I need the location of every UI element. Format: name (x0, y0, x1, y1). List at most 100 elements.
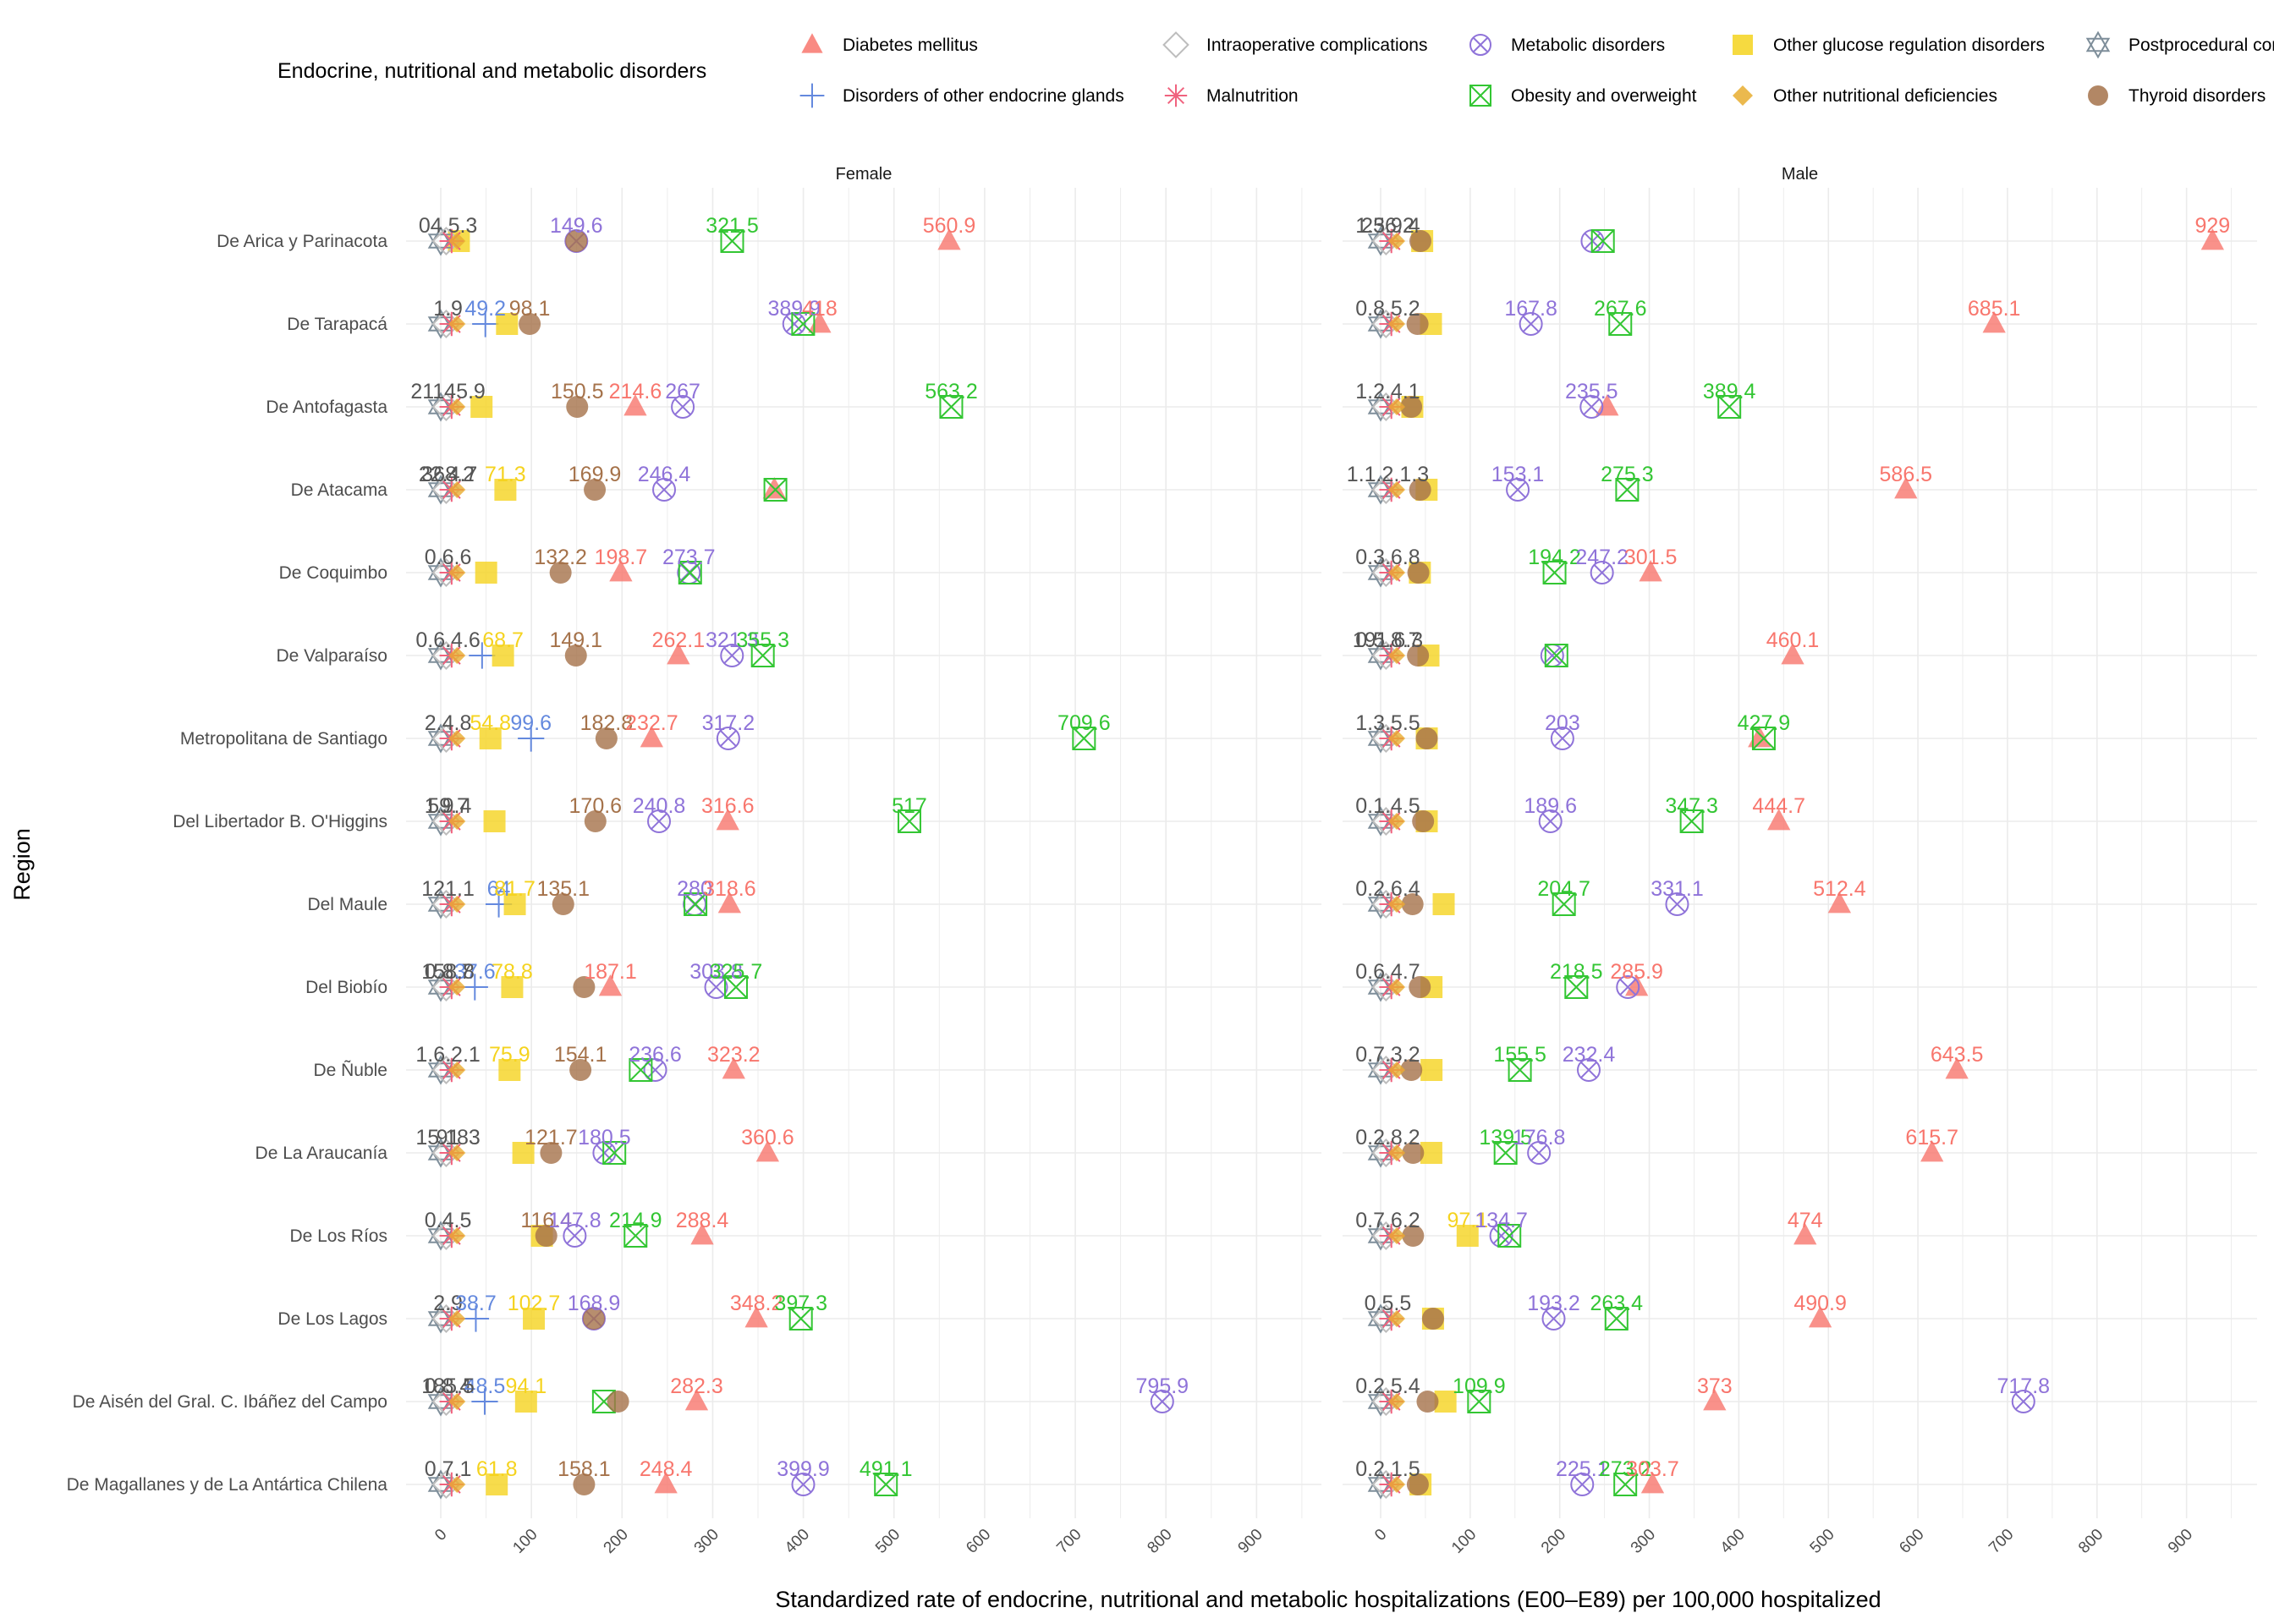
legend-key (1164, 84, 1188, 107)
point-label: 321.5 (706, 214, 759, 238)
data-point (1072, 727, 1096, 750)
x-tick-label: 300 (1628, 1526, 1659, 1557)
point-label: 586.5 (1880, 463, 1933, 486)
data-point (1665, 892, 1689, 916)
data-point (1894, 477, 1918, 499)
data-point (1538, 809, 1563, 833)
point-label: 373 (1697, 1374, 1733, 1398)
point-label: 331.1 (1651, 877, 1704, 901)
point-label: 0.5.8.7 (1355, 628, 1420, 652)
y-tick-label: De Valparaíso (276, 646, 387, 666)
point-label: 1.6.2.1 (415, 1043, 480, 1067)
y-tick-label: De Tarapacá (287, 315, 387, 334)
data-point (1416, 1391, 1439, 1413)
data-point (1497, 1224, 1522, 1248)
data-point (1367, 392, 1394, 422)
point-label: 64 (487, 877, 511, 901)
point-label: 282.3 (670, 1374, 723, 1398)
y-axis: De Arica y Parinacota De Tarapacá De Antof… (67, 232, 388, 1495)
point-label: 1.5.9.4 (1355, 214, 1420, 238)
data-point (1409, 479, 1431, 501)
legend-item: Other glucose regulation disorders (1733, 35, 2045, 55)
data-point (448, 1310, 466, 1327)
data-point (652, 478, 677, 502)
point-label: 0.6.4.6 (415, 628, 480, 652)
data-point (448, 233, 466, 250)
data-point (469, 642, 496, 669)
data-point (569, 1059, 592, 1081)
point-label: 491.1 (860, 1457, 913, 1481)
data-point (1409, 230, 1431, 252)
legend-key (2088, 85, 2108, 106)
legend-label: Other glucose regulation disorders (1773, 36, 2045, 55)
data-point (1420, 1059, 1443, 1081)
data-point (1616, 975, 1640, 999)
data-point (1920, 1140, 1944, 1162)
data-point (1506, 478, 1530, 502)
point-label: 194.2 (1528, 546, 1581, 569)
data-point (494, 479, 517, 501)
data-point (791, 1473, 816, 1496)
data-point (1388, 647, 1406, 664)
data-point (1527, 1141, 1552, 1165)
point-label: 149.1 (549, 628, 602, 652)
point-label: 685.1 (1968, 297, 2021, 321)
data-point (1493, 1141, 1518, 1165)
panel-strip-label: Female (836, 165, 893, 184)
data-point (722, 1057, 745, 1079)
point-label: 59.7 (427, 794, 469, 818)
point-label: 0.2.1.5 (1355, 1457, 1420, 1481)
data-point (1402, 1225, 1425, 1247)
x-tick-label: 0 (1371, 1526, 1390, 1544)
data-point (1388, 1476, 1406, 1493)
data-point (1388, 315, 1406, 332)
data-point (1388, 1144, 1406, 1161)
point-label: 0.2.8.2 (1355, 1126, 1420, 1149)
data-point (1367, 226, 1394, 256)
data-point (535, 1225, 558, 1247)
data-point (684, 1389, 709, 1411)
x-tick-label: 400 (782, 1526, 813, 1557)
data-point (1827, 892, 1852, 914)
x-tick-label: 800 (2075, 1526, 2106, 1557)
point-label: 325.7 (710, 960, 763, 984)
data-point (654, 1472, 678, 1494)
data-point (512, 1142, 535, 1164)
data-point (1388, 233, 1406, 250)
data-point (448, 1062, 466, 1078)
data-point (716, 727, 740, 750)
data-point (1401, 893, 1424, 915)
data-point (1604, 1307, 1629, 1330)
point-label: 0.1.4.5 (1355, 794, 1420, 818)
point-label: 94.1 (505, 1374, 547, 1398)
point-label: 225.1 (1556, 1457, 1609, 1481)
y-tick-label: De Coquimbo (279, 563, 387, 583)
point-label: 121.1 (421, 877, 475, 901)
point-label: 263.4 (1590, 1292, 1644, 1315)
point-label: 139.5 (1479, 1126, 1532, 1149)
data-point (690, 1223, 714, 1245)
data-point (1367, 1221, 1394, 1251)
point-label: 0.7.6.2 (1355, 1209, 1420, 1232)
legend-label: Postprocedural complications (2128, 36, 2274, 55)
data-point (640, 726, 663, 748)
data-point (1608, 312, 1633, 336)
data-point (1407, 562, 1430, 584)
legend-label: Obesity and overweight (1511, 86, 1697, 106)
point-label: 262.1 (652, 628, 706, 652)
point-label: 182.8 (580, 711, 634, 735)
legend-label: Metabolic disorders (1511, 36, 1665, 55)
data-point (470, 396, 493, 418)
point-label: 168.9 (568, 1292, 621, 1315)
point-label: 303.7 (1626, 1457, 1679, 1481)
point-label: 273.2 (1599, 1457, 1652, 1481)
data-point (1615, 478, 1640, 502)
data-point (1367, 1469, 1394, 1500)
point-label: 240.8 (633, 794, 686, 818)
point-label: 512.4 (1813, 877, 1866, 901)
data-point (498, 1059, 521, 1081)
x-axis-title: Standardized rate of endocrine, nutritio… (775, 1587, 1881, 1612)
data-point (720, 644, 744, 667)
legend-item: Intraoperative complications (1162, 31, 1427, 58)
